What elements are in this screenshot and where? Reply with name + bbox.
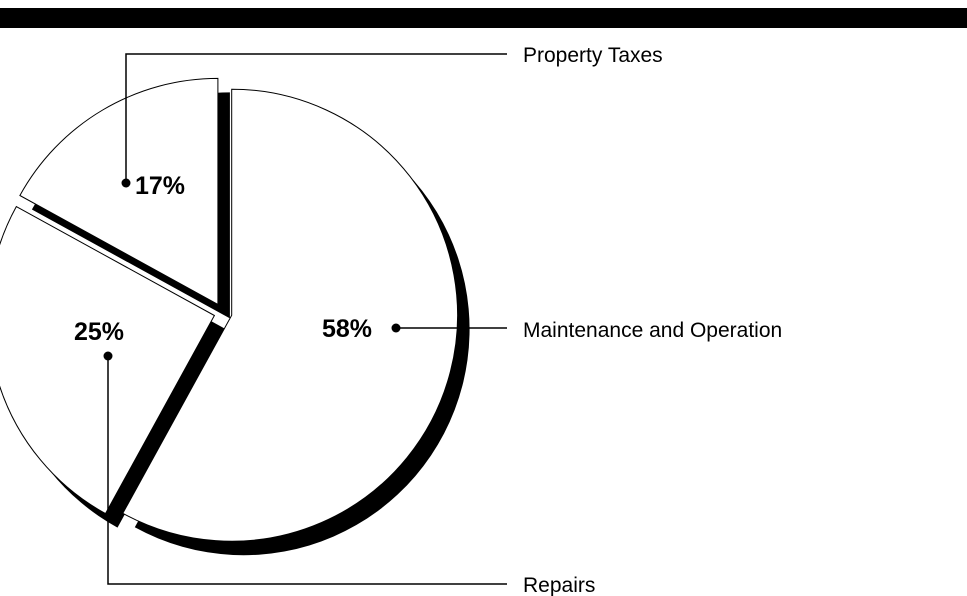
callout-lines [103,53,507,585]
leader-line-repairs [107,356,507,585]
leader-line-property-taxes [125,53,507,183]
leader-dot-property-taxes [121,178,131,188]
leader-dot-repairs [103,351,113,361]
leader-dot-maintenance-and-operation [391,323,401,333]
category-label-repairs: Repairs [523,574,595,596]
top-banner-bar [0,8,967,28]
pie-slice-property-taxes [19,77,219,306]
category-label-maintenance-and-operation: Maintenance and Operation [523,319,782,342]
value-label-maintenance-and-operation: 58% [322,315,372,343]
category-label-property-taxes: Property Taxes [523,44,663,67]
value-label-property-taxes: 17% [135,172,185,200]
pie-slice-maintenance-and-operation [122,88,459,542]
value-label-repairs: 25% [74,318,124,346]
